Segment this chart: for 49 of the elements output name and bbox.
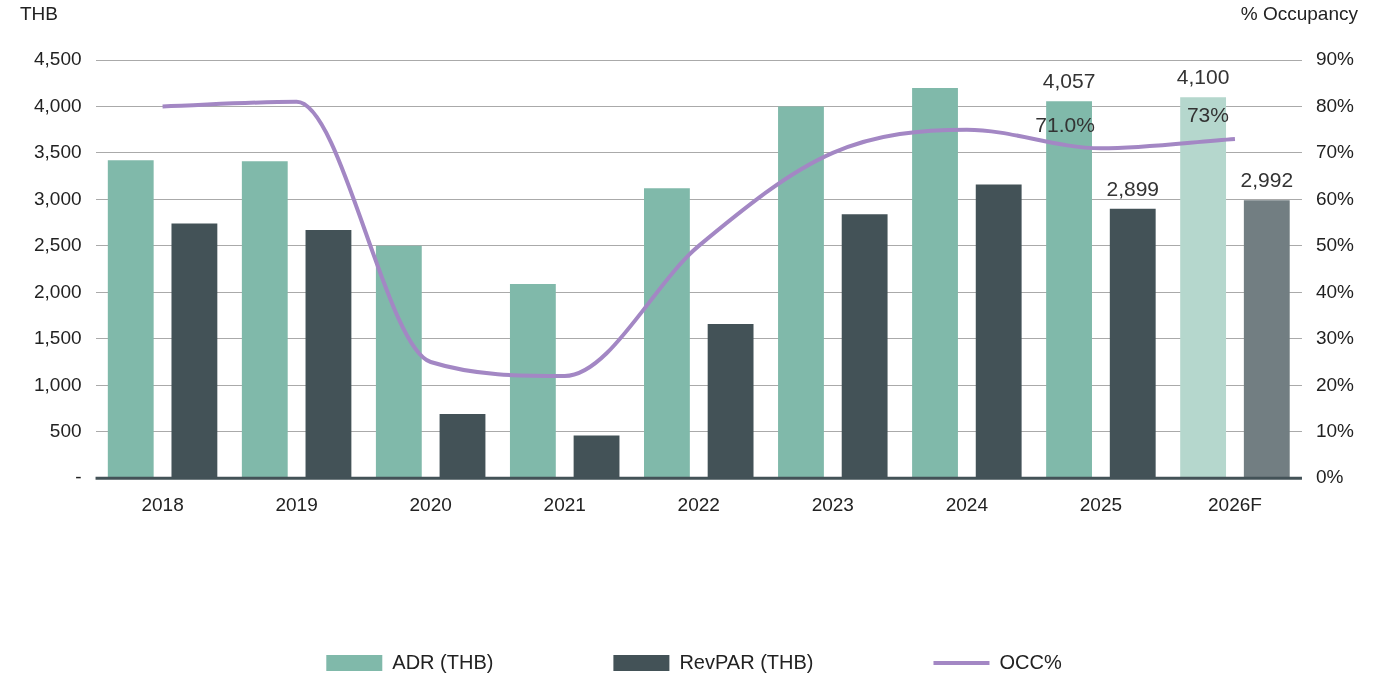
data-label: 4,100 bbox=[1176, 65, 1230, 89]
data-label: 2,899 bbox=[1106, 177, 1160, 201]
bar bbox=[778, 106, 824, 478]
y2-tick-label: 0% bbox=[1315, 466, 1344, 488]
y2-tick-label: 70% bbox=[1315, 141, 1355, 163]
x-tick-label: 2026F bbox=[1208, 493, 1262, 515]
y2-tick-label: 90% bbox=[1315, 48, 1355, 70]
bar bbox=[375, 245, 422, 478]
y2-tick-label: 20% bbox=[1315, 373, 1355, 395]
x-tick-label: 2021 bbox=[543, 493, 586, 515]
y2-tick-label: 80% bbox=[1315, 94, 1355, 116]
x-tick-label: 2022 bbox=[677, 493, 720, 515]
x-tick-label: 2023 bbox=[811, 493, 854, 515]
y-tick-label: 3,000 bbox=[34, 187, 82, 209]
y-tick-label: 3,500 bbox=[34, 141, 82, 163]
y2-tick-label: 10% bbox=[1315, 419, 1355, 441]
y2-tick-label: 60% bbox=[1315, 187, 1355, 209]
y-tick-label: - bbox=[75, 466, 82, 488]
y2-tick-label: 40% bbox=[1315, 280, 1355, 302]
data-label: 73% bbox=[1186, 103, 1229, 127]
y-tick-label: 4,500 bbox=[34, 48, 82, 70]
bar bbox=[1180, 97, 1227, 478]
bar bbox=[509, 283, 556, 478]
x-tick-label: 2024 bbox=[945, 493, 989, 515]
bar bbox=[107, 160, 154, 478]
legend-label: ADR (THB) bbox=[392, 650, 494, 673]
bar bbox=[912, 87, 958, 478]
y-tick-label: 4,000 bbox=[34, 94, 82, 116]
x-tick-label: 2019 bbox=[275, 493, 318, 515]
y-axis-title: THB bbox=[20, 2, 58, 24]
data-label: 2,992 bbox=[1240, 168, 1294, 192]
bar bbox=[1243, 200, 1290, 478]
legend-label: RevPAR (THB) bbox=[679, 650, 814, 673]
x-tick-label: 2020 bbox=[409, 493, 452, 515]
y-tick-label: 500 bbox=[49, 419, 82, 441]
legend-label: OCC% bbox=[999, 650, 1062, 673]
data-label: 4,057 bbox=[1042, 69, 1096, 93]
line-series bbox=[160, 99, 1237, 378]
y2-tick-label: 50% bbox=[1315, 234, 1355, 256]
y-tick-label: 1,500 bbox=[34, 327, 82, 349]
x-tick-label: 2018 bbox=[141, 493, 184, 515]
y2-axis-title: % Occupancy bbox=[1240, 2, 1359, 24]
bar bbox=[644, 188, 690, 478]
bar bbox=[241, 161, 288, 478]
y2-tick-label: 30% bbox=[1315, 327, 1355, 349]
y-tick-label: 2,500 bbox=[34, 234, 82, 256]
y-tick-label: 1,000 bbox=[34, 373, 82, 395]
x-tick-label: 2025 bbox=[1079, 493, 1123, 515]
y-tick-label: 2,000 bbox=[34, 280, 82, 302]
